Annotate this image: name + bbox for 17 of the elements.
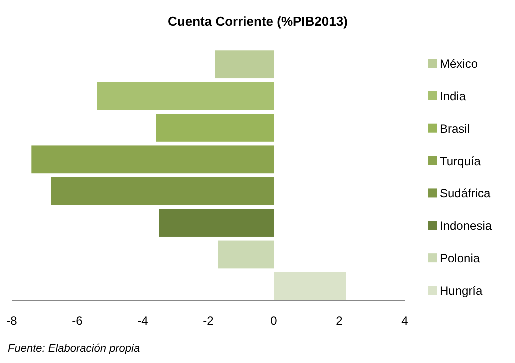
legend-label: Brasil [440,122,470,136]
x-tick-label: 4 [402,314,409,328]
legend-label: Sudáfrica [440,186,492,201]
source-note: Fuente: Elaboración propia [8,343,140,355]
x-tick-label: -4 [138,314,149,328]
chart-title: Cuenta Corriente (%PIB2013) [168,14,348,29]
legend-label: Indonesia [440,219,492,234]
x-tick-label: 0 [270,314,278,328]
x-tick-label: 2 [336,314,344,328]
legend-label: Turquía [440,154,482,168]
legend-label: India [440,89,466,104]
x-tick-label: -2 [203,314,214,328]
legend-label: México [440,57,478,71]
x-tick-label: -6 [72,314,84,328]
x-tick-label: -8 [6,314,18,328]
legend-label: Hungría [440,284,484,298]
legend-label: Polonia [440,252,480,266]
